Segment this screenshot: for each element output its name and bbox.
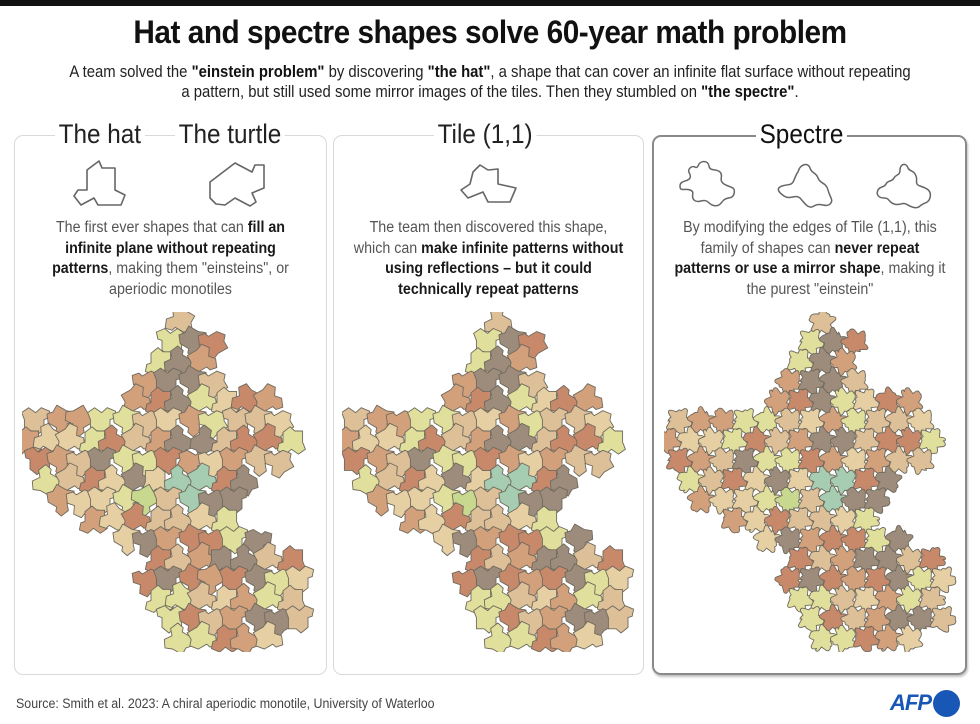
tile <box>186 541 218 571</box>
hat-tiling <box>22 312 315 652</box>
panel-title-tile-1-1: Tile (1,1) <box>434 118 537 150</box>
tile <box>54 462 86 492</box>
tile <box>252 383 284 412</box>
tile <box>895 624 924 652</box>
tile <box>829 624 858 652</box>
panel-description-hat: The first ever shapes that can fill an i… <box>52 219 289 298</box>
spectre-tiling <box>664 312 957 652</box>
panel-title-spectre: Spectre <box>756 118 847 150</box>
panel-description-spectre: By modifying the edges of Tile (1,1), th… <box>674 219 946 298</box>
tile <box>506 383 538 412</box>
tile <box>120 462 152 492</box>
tile <box>583 449 615 479</box>
spectre-shape-icon-3 <box>876 163 932 209</box>
tile <box>252 541 284 571</box>
tile-1-1-shape-icon <box>460 164 517 203</box>
tile <box>440 502 472 531</box>
tile <box>572 581 604 610</box>
tile <box>506 620 538 650</box>
tile <box>440 462 472 492</box>
tile <box>930 606 957 633</box>
afp-logo-text: AFP <box>890 690 932 715</box>
hat-shape-icon <box>73 160 126 206</box>
tile <box>853 626 880 652</box>
tile <box>708 486 737 515</box>
tile <box>120 422 152 452</box>
tile <box>919 428 946 455</box>
tile <box>120 502 152 531</box>
tile <box>186 343 218 373</box>
tile <box>721 507 748 534</box>
tile <box>186 502 218 531</box>
spectre-shape-icon-1 <box>679 160 736 207</box>
tile <box>186 462 218 492</box>
tile <box>596 426 626 455</box>
tile <box>506 541 538 571</box>
tile <box>276 426 306 455</box>
tile <box>506 422 538 452</box>
turtle-shape-icon <box>209 162 265 207</box>
panel-description-tile-1-1: The team then discovered this shape, whi… <box>353 219 624 298</box>
tile <box>186 383 218 412</box>
tile <box>906 447 935 475</box>
afp-logo: AFP <box>890 688 960 718</box>
tile <box>440 383 472 412</box>
tile <box>572 541 604 571</box>
tile <box>229 622 259 652</box>
tile <box>874 624 903 652</box>
panel-hat-turtle <box>14 135 327 675</box>
tile <box>506 581 538 610</box>
tile <box>572 422 604 452</box>
tile <box>374 462 406 492</box>
tile <box>164 312 196 333</box>
source-credit: Source: Smith et al. 2023: A chiral aper… <box>16 696 435 711</box>
tile <box>252 620 284 650</box>
tile <box>572 383 604 412</box>
tile <box>252 581 284 610</box>
tile <box>774 566 803 594</box>
panel-title-hat: The hat <box>55 118 145 150</box>
tile <box>163 622 193 652</box>
tile <box>440 422 472 452</box>
tile <box>186 581 218 610</box>
tile <box>549 622 579 652</box>
tile <box>54 422 86 452</box>
tile-1-1-tiling <box>342 312 635 652</box>
tile <box>374 422 406 452</box>
tile <box>874 465 903 494</box>
tile <box>808 624 837 652</box>
tile <box>605 605 635 634</box>
tile <box>120 383 152 412</box>
tile <box>774 526 803 555</box>
page-title: Hat and spectre shapes solve 60-year mat… <box>133 14 847 50</box>
tile <box>186 620 218 650</box>
top-rule <box>0 0 980 6</box>
tile <box>263 449 295 479</box>
afp-logo-dot-icon <box>933 689 960 717</box>
tile <box>572 620 604 650</box>
tile <box>483 622 513 652</box>
tile <box>252 422 284 452</box>
tile <box>506 502 538 531</box>
tile <box>506 462 538 492</box>
panel-title-turtle: The turtle <box>175 118 285 150</box>
tile <box>285 605 315 634</box>
page-subtitle: A team solved the "einstein problem" by … <box>69 63 911 101</box>
spectre-shape-icon-2 <box>777 163 833 208</box>
tile <box>506 343 538 373</box>
